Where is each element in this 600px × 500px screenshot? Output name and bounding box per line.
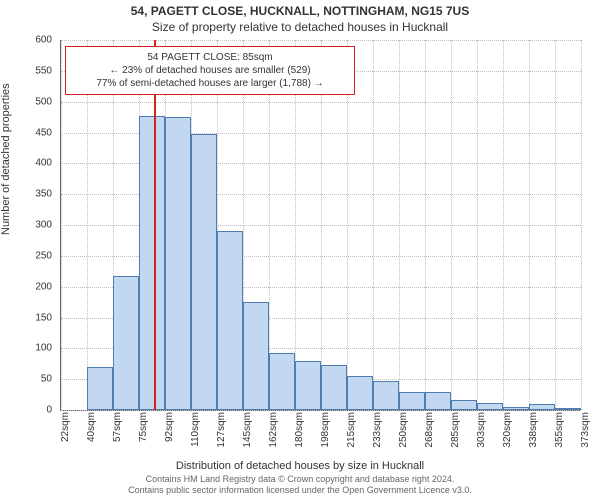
histogram-bar [165,117,191,410]
histogram-bar [243,302,269,410]
y-tick-label: 500 [35,96,52,107]
gridline-v [295,40,296,410]
x-tick-label: 303sqm [476,412,487,448]
x-tick-label: 75sqm [138,412,149,442]
x-tick-label: 320sqm [502,412,513,448]
footer-line2: Contains public sector information licen… [128,485,472,495]
y-tick-label: 450 [35,127,52,138]
gridline-v [61,40,62,410]
x-tick-label: 250sqm [398,412,409,448]
x-tick-label: 180sqm [294,412,305,448]
annotation-line2: ← 23% of detached houses are smaller (52… [72,64,348,77]
y-tick-label: 150 [35,312,52,323]
histogram-bar [477,403,503,410]
x-tick-label: 373sqm [580,412,591,448]
x-tick-label: 268sqm [424,412,435,448]
x-tick-label: 198sqm [320,412,331,448]
gridline-v [373,40,374,410]
x-tick-label: 40sqm [86,412,97,442]
x-tick-label: 215sqm [346,412,357,448]
gridline-v [451,40,452,410]
y-tick-label: 200 [35,281,52,292]
chart-title-line2: Size of property relative to detached ho… [0,20,600,34]
y-tick-label: 350 [35,189,52,200]
y-tick-label: 300 [35,220,52,231]
y-tick-label: 250 [35,250,52,261]
y-tick-label: 600 [35,35,52,46]
annotation-box: 54 PAGETT CLOSE: 85sqm← 23% of detached … [65,46,355,95]
x-tick-label: 162sqm [268,412,279,448]
x-tick-label: 110sqm [190,412,201,447]
annotation-line3: 77% of semi-detached houses are larger (… [72,77,348,90]
histogram-bar [399,392,425,411]
x-tick-label: 285sqm [450,412,461,448]
gridline-v [581,40,582,410]
gridline-v [87,40,88,410]
y-tick-label: 550 [35,65,52,76]
x-tick-label: 338sqm [528,412,539,448]
histogram-bar [87,367,113,410]
y-tick-label: 100 [35,343,52,354]
x-tick-label: 22sqm [60,412,71,442]
histogram-bar [373,381,399,410]
chart-container: 54, PAGETT CLOSE, HUCKNALL, NOTTINGHAM, … [0,0,600,500]
gridline-v [347,40,348,410]
gridline-v [477,40,478,410]
x-tick-label: 57sqm [112,412,123,442]
annotation-line1: 54 PAGETT CLOSE: 85sqm [72,51,348,64]
gridline-v [321,40,322,410]
footer-line1: Contains HM Land Registry data © Crown c… [146,474,455,484]
y-tick-labels: 050100150200250300350400450500550600 [0,40,56,410]
histogram-bar [113,276,139,410]
x-tick-label: 355sqm [554,412,565,448]
gridline-v [399,40,400,410]
y-tick-label: 50 [41,374,52,385]
gridline-v [425,40,426,410]
histogram-bar [451,400,477,410]
histogram-bar [295,361,321,410]
histogram-bar [321,365,347,410]
x-tick-label: 145sqm [242,412,253,448]
footer-attribution: Contains HM Land Registry data © Crown c… [8,474,592,496]
chart-title-line1: 54, PAGETT CLOSE, HUCKNALL, NOTTINGHAM, … [0,4,600,18]
x-tick-labels: 22sqm 40sqm 57sqm 75sqm 92sqm 110sqm 127sqm 145… [60,410,580,460]
x-tick-label: 127sqm [216,412,227,448]
x-axis-label: Distribution of detached houses by size … [0,460,600,472]
plot-area: 54 PAGETT CLOSE: 85sqm← 23% of detached … [60,40,581,411]
marker-line [154,40,156,410]
gridline-v [529,40,530,410]
x-tick-label: 233sqm [372,412,383,448]
histogram-bar [217,231,243,410]
histogram-bar [191,134,217,410]
histogram-bar [139,116,165,410]
histogram-bar [425,392,451,411]
histogram-bar [347,376,373,410]
gridline-v [503,40,504,410]
histogram-bar [269,353,295,410]
y-tick-label: 400 [35,158,52,169]
gridline-v [555,40,556,410]
y-tick-label: 0 [46,405,52,416]
x-tick-label: 92sqm [164,412,175,442]
